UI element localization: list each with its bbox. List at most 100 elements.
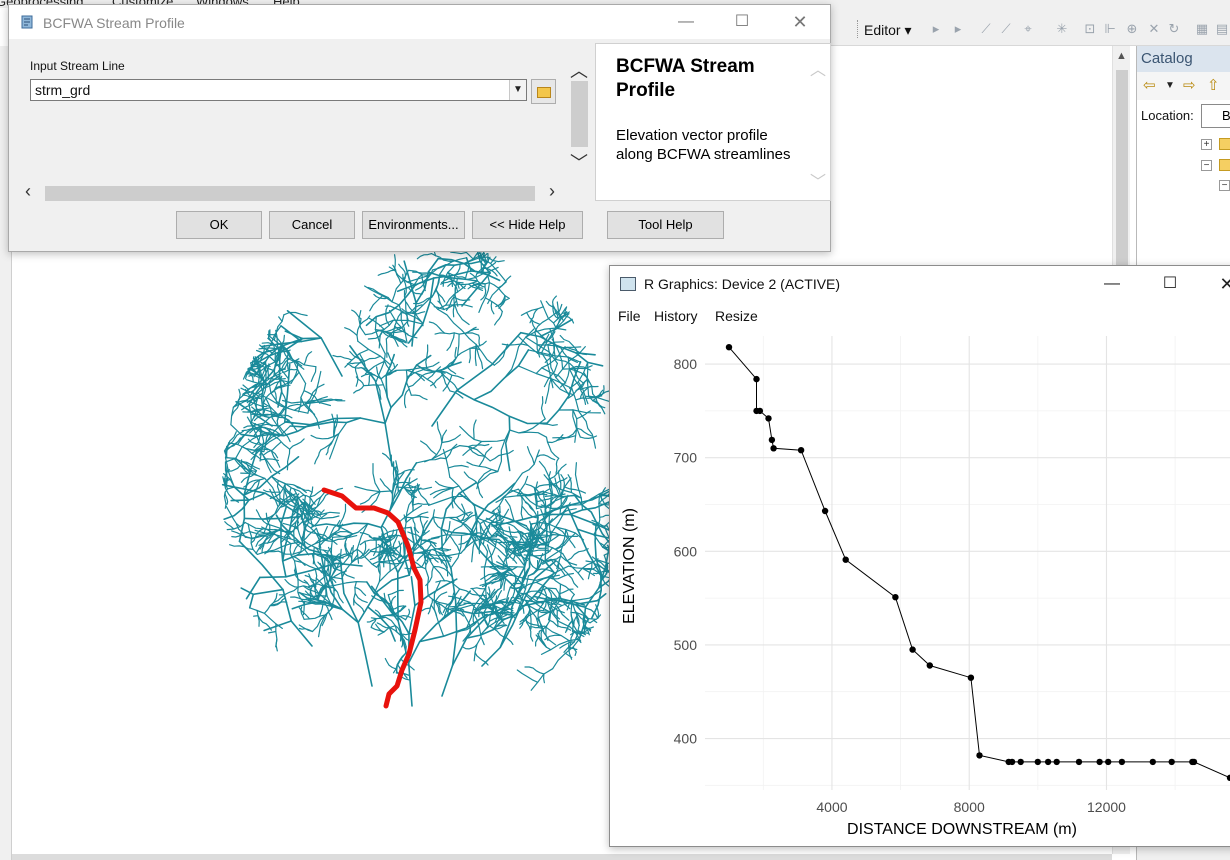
map-horizontal-scrollbar[interactable]: [12, 854, 1112, 860]
catalog-tree-item[interactable]: +: [1197, 138, 1230, 152]
maximize-button[interactable]: ☐: [1162, 275, 1178, 292]
stream-segment: [587, 627, 592, 631]
stream-segment: [265, 512, 271, 534]
close-button[interactable]: ✕: [1219, 274, 1230, 294]
hide-help-button[interactable]: << Hide Help: [472, 211, 583, 239]
menu-history[interactable]: History: [654, 308, 698, 324]
split-icon[interactable]: ✕: [1148, 21, 1160, 36]
forward-arrow-icon[interactable]: ⇨: [1183, 77, 1196, 94]
scroll-left-icon[interactable]: ‹: [25, 181, 31, 201]
stream-network-map[interactable]: [12, 46, 1112, 854]
stream-segment: [420, 440, 438, 456]
dialog-titlebar[interactable]: BCFWA Stream Profile — ☐ ✕: [9, 5, 830, 39]
params-horizontal-scrollbar[interactable]: ‹ ›: [23, 181, 568, 203]
stream-segment: [495, 488, 519, 503]
straight-segment-icon[interactable]: ⟋: [981, 21, 991, 36]
stream-segment: [379, 551, 394, 555]
stream-segment: [537, 531, 549, 547]
elevation-point: [967, 674, 975, 681]
r-graphics-titlebar[interactable]: R Graphics: Device 2 (ACTIVE) — ☐ ✕: [610, 266, 1230, 302]
point-icon[interactable]: ✳: [1056, 21, 1068, 36]
stream-segment: [513, 523, 532, 588]
stream-segment: [450, 251, 467, 255]
stream-segment: [540, 638, 580, 656]
params-vscroll-thumb[interactable]: [571, 81, 588, 147]
edit-vertices-icon[interactable]: ⊡: [1084, 21, 1096, 36]
stream-segment: [400, 311, 423, 323]
maximize-button[interactable]: ☐: [734, 13, 750, 30]
stream-segment: [269, 335, 275, 341]
collapse-icon[interactable]: −: [1201, 160, 1212, 171]
stream-segment: [447, 274, 456, 287]
menu-resize[interactable]: Resize: [715, 308, 758, 324]
reshape-icon[interactable]: ⊩: [1104, 21, 1116, 36]
stream-segment: [254, 358, 264, 394]
stream-segment: [525, 336, 559, 364]
rotate-icon[interactable]: ↻: [1168, 21, 1180, 36]
minimize-button[interactable]: —: [1104, 275, 1120, 292]
params-hscroll-thumb[interactable]: [45, 186, 535, 201]
stream-segment: [451, 333, 460, 366]
dropdown-arrow-icon[interactable]: ▼: [509, 80, 526, 100]
history-dropdown-icon[interactable]: ▼: [1165, 80, 1175, 91]
editor-menu-button[interactable]: Editor ▾: [864, 22, 912, 38]
stream-segment: [278, 425, 291, 443]
sketch-properties-icon[interactable]: ▤: [1215, 21, 1229, 36]
catalog-tree-item[interactable]: −: [1215, 180, 1230, 194]
scroll-up-icon[interactable]: ︿: [570, 61, 588, 81]
expand-icon[interactable]: +: [1201, 139, 1212, 150]
stream-segment: [533, 559, 539, 575]
menu-file[interactable]: File: [618, 308, 641, 324]
stream-segment: [296, 513, 299, 530]
stream-segment: [348, 360, 366, 365]
params-vertical-scrollbar[interactable]: ︿ ﹀: [569, 59, 589, 189]
stream-segment: [269, 601, 288, 607]
environments-button[interactable]: Environments...: [362, 211, 465, 239]
stream-segment: [519, 596, 548, 623]
stream-segment: [572, 409, 578, 443]
attributes-icon[interactable]: ▦: [1195, 21, 1209, 36]
toolbar-grip[interactable]: [857, 20, 859, 38]
trace-icon[interactable]: ⌖: [1024, 21, 1032, 36]
stream-segment: [259, 449, 281, 475]
stream-segment: [442, 374, 453, 392]
stream-segment: [439, 370, 451, 392]
stream-segment: [538, 422, 558, 426]
help-scroll-up-icon[interactable]: ︿: [809, 62, 826, 79]
stream-segment: [317, 561, 328, 573]
stream-segment: [585, 420, 597, 449]
edit-tool-icon[interactable]: ▸: [932, 21, 940, 36]
scroll-up-arrow-icon[interactable]: ▲: [1116, 50, 1127, 62]
stream-segment: [431, 273, 441, 298]
collapse-icon[interactable]: −: [1219, 180, 1230, 191]
stream-segment: [315, 577, 335, 589]
browse-button[interactable]: [531, 79, 556, 104]
stream-segment: [469, 340, 487, 349]
input-stream-line-combobox[interactable]: strm_grd ▼: [30, 79, 527, 101]
scroll-right-icon[interactable]: ›: [549, 181, 555, 201]
stream-segment: [542, 673, 546, 684]
close-button[interactable]: ✕: [792, 12, 808, 32]
up-folder-icon[interactable]: ⇧: [1207, 77, 1220, 94]
cancel-button[interactable]: Cancel: [269, 211, 355, 239]
edit-annotation-icon[interactable]: ▸: [954, 21, 962, 36]
location-field[interactable]: B: [1201, 104, 1230, 128]
help-scroll-down-icon[interactable]: ﹀: [809, 174, 826, 191]
cut-polygons-icon[interactable]: ⊕: [1126, 21, 1138, 36]
tool-help-button[interactable]: Tool Help: [607, 211, 724, 239]
stream-segment: [481, 593, 494, 612]
stream-segment: [540, 508, 548, 563]
scroll-thumb[interactable]: [1116, 70, 1128, 290]
ok-button[interactable]: OK: [176, 211, 262, 239]
stream-segment: [370, 617, 377, 628]
stream-segment: [531, 521, 541, 552]
catalog-tree-item[interactable]: −: [1197, 159, 1230, 173]
scroll-down-icon[interactable]: ﹀: [570, 153, 588, 173]
stream-segment: [311, 614, 326, 633]
minimize-button[interactable]: —: [678, 13, 694, 30]
stream-segment: [560, 555, 578, 566]
stream-segment: [273, 314, 285, 341]
stream-segment: [263, 386, 278, 404]
back-arrow-icon[interactable]: ⇦: [1143, 77, 1156, 94]
end-point-arc-icon[interactable]: ⟋: [1001, 21, 1011, 36]
